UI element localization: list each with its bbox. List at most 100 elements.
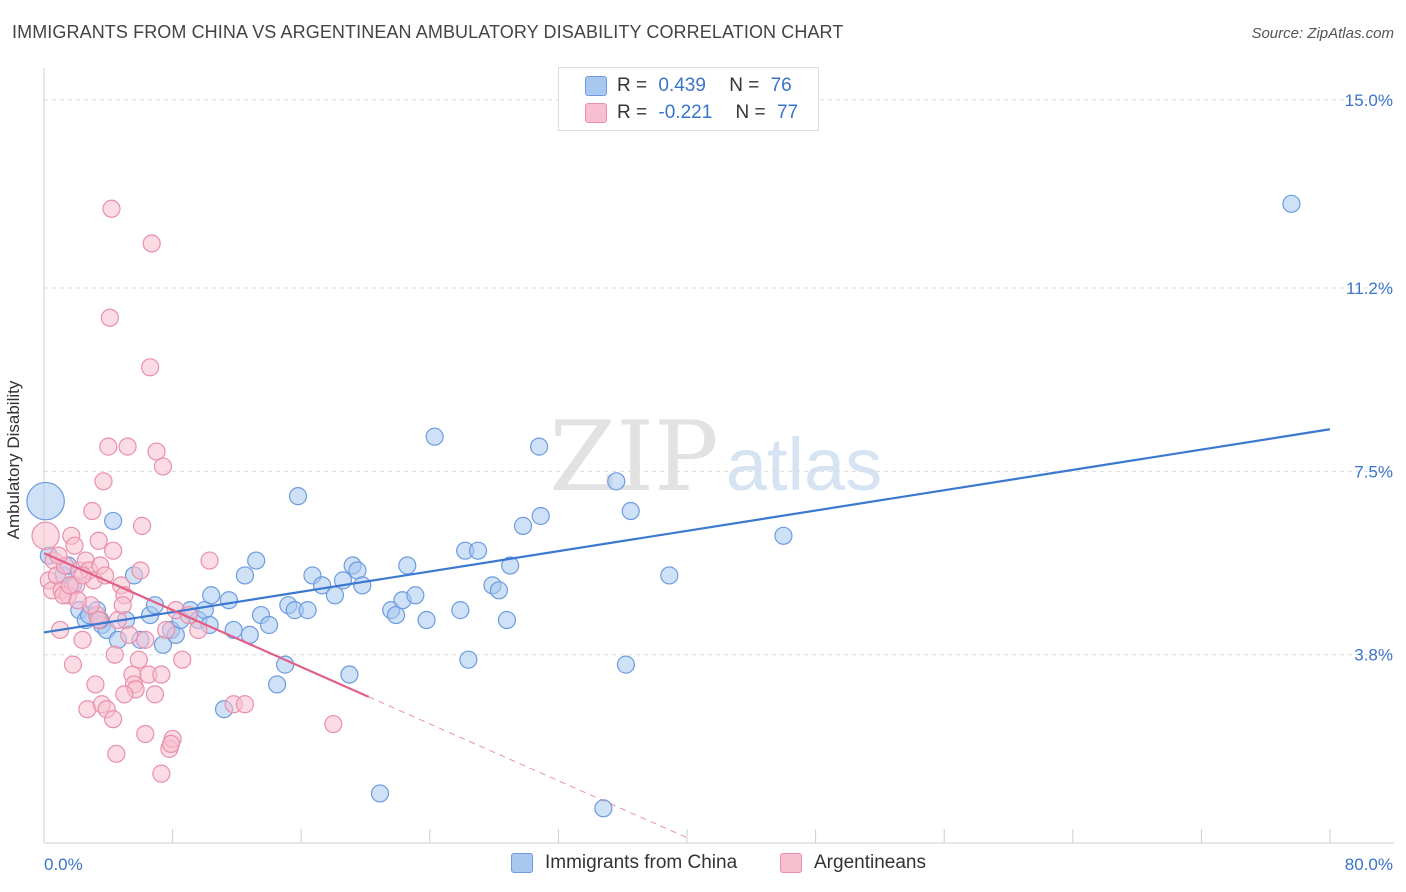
point-argentina: [100, 308, 120, 327]
point-china: [235, 566, 255, 585]
point-argentina: [118, 437, 137, 456]
legend-r-label: R =: [617, 75, 648, 96]
point-china: [621, 501, 640, 521]
point-china: [425, 427, 444, 446]
point-argentina: [89, 610, 108, 630]
point-china: [616, 655, 636, 674]
legend-r-label: R =: [617, 102, 648, 123]
point-china: [501, 556, 520, 575]
point-argentina: [131, 561, 150, 580]
point-china: [417, 610, 436, 630]
point-china: [459, 650, 478, 669]
point-china: [531, 506, 550, 526]
series-legend-china: Immigrants from China: [511, 852, 737, 874]
legend-n-value: 77: [776, 102, 799, 123]
trend-line-china: [43, 428, 1331, 634]
point-china: [607, 472, 626, 491]
series-label-argentina: Argentineans: [814, 852, 926, 873]
legend-swatch-argentina: [585, 103, 607, 123]
point-argentina: [105, 645, 124, 664]
x-tick-label: 80.0%: [1345, 855, 1393, 874]
point-argentina: [68, 591, 87, 610]
point-argentina: [73, 630, 92, 649]
point-china: [513, 516, 533, 535]
point-china: [1282, 194, 1301, 213]
point-argentina: [113, 596, 132, 615]
point-china: [530, 437, 549, 456]
point-china: [398, 556, 417, 575]
point-china: [660, 566, 679, 585]
point-argentina: [60, 576, 79, 595]
point-argentina: [173, 650, 192, 669]
point-argentina: [83, 501, 102, 521]
point-argentina: [115, 685, 134, 704]
point-argentina: [200, 551, 219, 570]
y-tick-label: 15.0%: [1345, 91, 1393, 110]
point-argentina: [136, 630, 155, 649]
chart-title: IMMIGRANTS FROM CHINA VS ARGENTINEAN AMB…: [12, 22, 844, 42]
point-china: [774, 526, 793, 545]
legend-n-label: N =: [729, 75, 760, 96]
point-china: [267, 675, 287, 694]
point-china: [298, 601, 317, 620]
point-argentina: [152, 665, 171, 684]
series-swatch-argentina: [780, 853, 802, 873]
point-china: [468, 541, 488, 560]
correlation-legend: R = 0.439 N = 76 R = -0.221 N = 77: [558, 67, 819, 131]
point-argentina: [136, 724, 155, 744]
point-china: [594, 799, 613, 818]
series-label-china: Immigrants from China: [545, 852, 738, 873]
point-china: [104, 511, 123, 531]
trend-line-argentina: [43, 552, 370, 698]
legend-n-label: N =: [735, 102, 766, 123]
point-china: [202, 586, 221, 605]
point-argentina: [65, 536, 84, 555]
source-credit: Source: ZipAtlas.com: [1251, 25, 1394, 42]
point-china: [370, 784, 390, 803]
point-argentina: [153, 457, 173, 476]
point-argentina: [104, 541, 123, 560]
point-argentina: [235, 695, 255, 714]
point-argentina: [94, 472, 113, 491]
point-china: [219, 591, 238, 610]
point-china: [451, 601, 470, 620]
series-swatch-china: [511, 853, 533, 873]
point-china: [489, 581, 509, 600]
point-argentina: [157, 620, 176, 640]
point-argentina: [86, 675, 105, 694]
point-argentina: [102, 199, 121, 218]
point-argentina: [152, 764, 171, 783]
point-china: [288, 487, 308, 506]
point-argentina: [120, 625, 139, 644]
point-argentina: [104, 710, 123, 729]
watermark-zip: ZIP: [549, 401, 718, 513]
point-argentina: [95, 566, 115, 585]
series-legend: Immigrants from China Argentineans: [0, 852, 1406, 878]
point-argentina: [63, 655, 83, 674]
point-china: [325, 586, 345, 605]
point-china: [406, 586, 425, 605]
trend-extension-argentina: [368, 696, 691, 840]
legend-r-value: 0.439: [658, 75, 706, 96]
watermark-atlas: atlas: [726, 423, 882, 506]
point-argentina: [142, 234, 161, 253]
point-argentina: [145, 685, 165, 704]
point-argentina: [140, 358, 160, 377]
point-argentina: [129, 650, 148, 669]
point-china: [247, 551, 266, 570]
y-tick-label: 11.2%: [1346, 279, 1393, 298]
point-argentina: [132, 516, 152, 535]
point-china: [340, 665, 359, 684]
point-argentina: [31, 521, 60, 551]
x-tick-label: 0.0%: [44, 855, 83, 874]
legend-n-value: 76: [770, 75, 792, 96]
point-argentina: [107, 744, 126, 763]
legend-r-value: -0.221: [658, 102, 713, 123]
point-argentina: [324, 714, 343, 734]
point-argentina: [89, 531, 108, 550]
y-tick-label: 3.8%: [1354, 646, 1393, 665]
point-china: [497, 610, 517, 630]
legend-swatch-china: [585, 76, 607, 96]
series-legend-argentina: Argentineans: [780, 852, 926, 874]
